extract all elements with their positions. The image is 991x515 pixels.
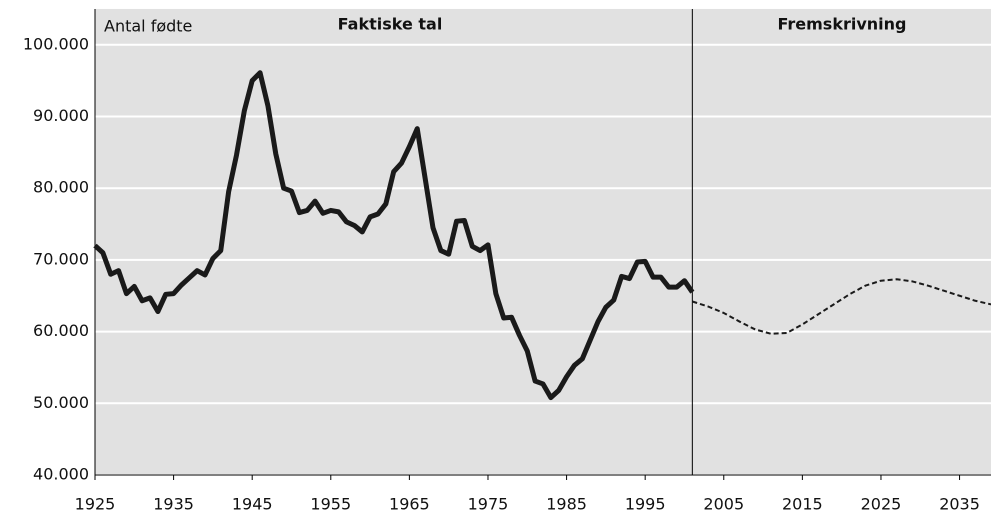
y-tick-label: 80.000 bbox=[33, 178, 89, 197]
x-tick-label: 1965 bbox=[389, 495, 430, 514]
y-axis-label: Antal fødte bbox=[104, 17, 192, 36]
x-tick-label: 1955 bbox=[310, 495, 351, 514]
x-tick-label: 1945 bbox=[232, 495, 273, 514]
data-line bbox=[93, 70, 695, 401]
x-tick-label: 1925 bbox=[75, 495, 116, 514]
x-tick-label: 1975 bbox=[468, 495, 509, 514]
y-tick-label: 40.000 bbox=[33, 465, 89, 484]
section-label: Faktiske tal bbox=[338, 15, 443, 34]
x-tick-label: 2005 bbox=[703, 495, 744, 514]
x-tick-label: 1995 bbox=[625, 495, 666, 514]
plot-background bbox=[95, 8, 991, 475]
x-tick-label: 2025 bbox=[861, 495, 902, 514]
x-tick-label: 1935 bbox=[153, 495, 194, 514]
y-tick-label: 60.000 bbox=[33, 321, 89, 340]
section-label: Fremskrivning bbox=[777, 15, 906, 34]
x-tick-label: 2035 bbox=[939, 495, 980, 514]
x-tick-label: 1985 bbox=[546, 495, 587, 514]
y-tick-label: 50.000 bbox=[33, 393, 89, 412]
y-tick-label: 70.000 bbox=[33, 249, 89, 268]
y-tick-label: 90.000 bbox=[33, 106, 89, 125]
x-tick-label: 2015 bbox=[782, 495, 823, 514]
y-tick-label: 100.000 bbox=[23, 34, 89, 53]
